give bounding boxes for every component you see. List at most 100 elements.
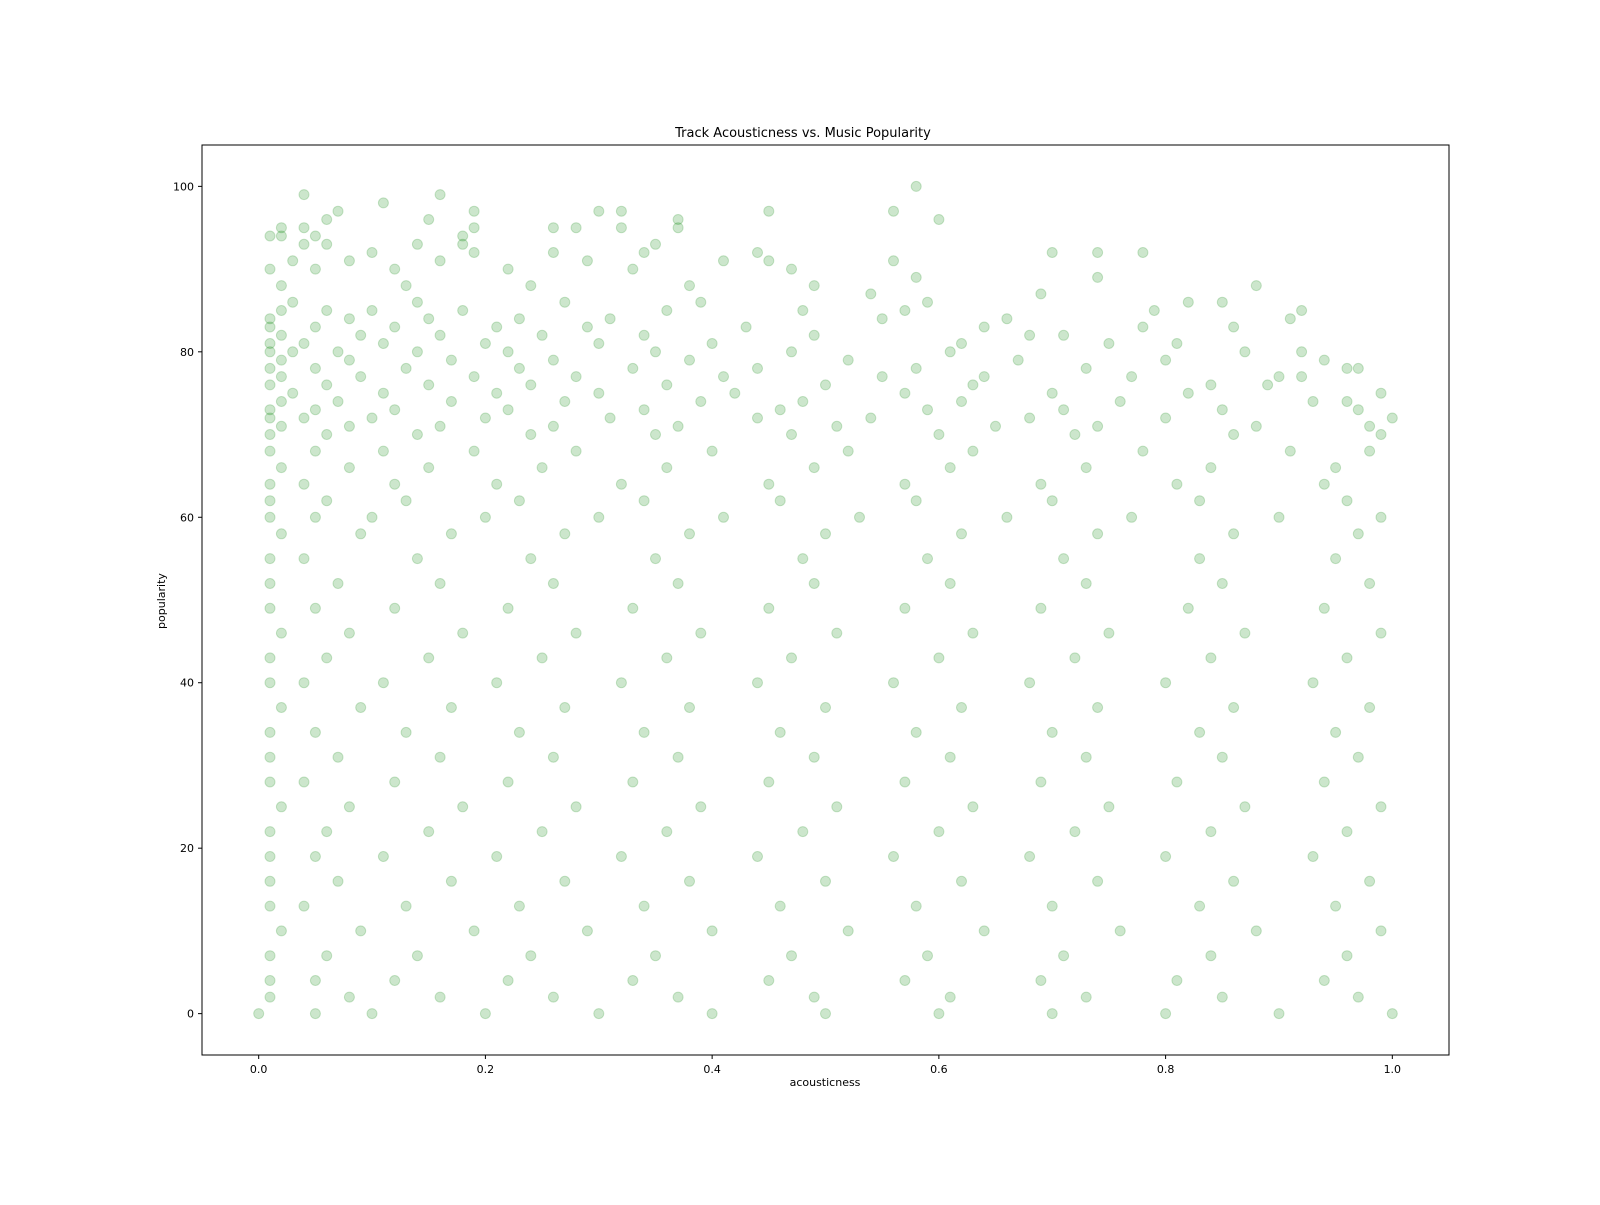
scatter-point	[1273, 371, 1285, 383]
scatter-point	[1080, 991, 1092, 1003]
scatter-point	[479, 511, 491, 523]
scatter-point	[389, 404, 401, 416]
scatter-point	[831, 801, 843, 813]
scatter-point	[570, 445, 582, 457]
scatter-point	[355, 528, 367, 540]
scatter-point	[309, 321, 321, 333]
scatter-point	[547, 222, 559, 234]
scatter-point	[355, 371, 367, 383]
scatter-point	[650, 553, 661, 565]
scatter-point	[842, 354, 854, 366]
scatter-point	[1386, 1008, 1398, 1020]
scatter-point	[1194, 553, 1206, 565]
scatter-point	[808, 991, 820, 1003]
scatter-point	[570, 371, 582, 383]
scatter-point	[275, 627, 287, 639]
scatter-point	[513, 900, 525, 912]
scatter-point	[547, 354, 559, 366]
scatter-point	[502, 776, 514, 788]
scatter-point	[1228, 702, 1240, 713]
scatter-point	[1262, 379, 1274, 391]
scatter-point	[615, 478, 627, 490]
scatter-point	[479, 338, 491, 349]
scatter-point	[423, 313, 435, 325]
scatter-point	[366, 511, 378, 523]
scatter-point	[1080, 751, 1092, 763]
scatter-point	[343, 420, 355, 432]
scatter-point	[525, 379, 537, 391]
scatter-point	[638, 900, 650, 912]
scatter-point	[411, 346, 423, 358]
scatter-point	[888, 255, 899, 267]
scatter-point	[275, 280, 287, 292]
scatter-point	[264, 313, 276, 325]
scatter-point	[808, 578, 820, 589]
scatter-point	[922, 404, 933, 416]
scatter-point	[513, 495, 525, 507]
scatter-point	[752, 362, 763, 374]
scatter-point	[706, 445, 718, 457]
scatter-point	[797, 826, 809, 838]
scatter-point	[1160, 354, 1172, 366]
scatter-point	[457, 230, 469, 242]
scatter-point	[309, 362, 321, 374]
scatter-point	[808, 280, 820, 292]
scatter-point	[820, 379, 831, 391]
scatter-point	[275, 305, 287, 316]
scatter-point	[763, 975, 775, 986]
scatter-point	[876, 371, 888, 383]
scatter-point	[1103, 801, 1115, 813]
scatter-point	[650, 429, 661, 440]
scatter-point	[434, 578, 446, 589]
scatter-point	[910, 726, 922, 738]
scatter-point	[332, 396, 344, 407]
scatter-point	[264, 511, 276, 523]
scatter-point	[910, 180, 922, 192]
scatter-point	[1205, 652, 1217, 664]
scatter-point	[1103, 338, 1115, 349]
scatter-point	[876, 313, 888, 325]
scatter-point	[264, 495, 276, 507]
scatter-point	[423, 652, 435, 664]
scatter-point	[445, 528, 457, 540]
scatter-point	[1341, 950, 1353, 962]
scatter-point	[400, 280, 412, 292]
scatter-point	[888, 205, 899, 217]
scatter-point	[1228, 875, 1240, 887]
scatter-point	[752, 851, 763, 862]
scatter-point	[309, 511, 321, 523]
scatter-point	[570, 801, 582, 813]
scatter-point	[321, 429, 333, 440]
scatter-point	[1182, 602, 1194, 614]
scatter-point	[1058, 950, 1070, 962]
scatter-point	[1250, 280, 1262, 292]
scatter-point	[865, 412, 877, 424]
scatter-point	[1058, 329, 1070, 341]
scatter-point	[1024, 677, 1036, 689]
scatter-point	[468, 247, 480, 258]
scatter-point	[275, 222, 287, 234]
scatter-point	[661, 305, 673, 316]
scatter-point	[536, 462, 548, 474]
scatter-point	[366, 1008, 378, 1020]
scatter-point	[615, 851, 627, 862]
scatter-point	[718, 371, 729, 383]
scatter-point	[298, 238, 310, 250]
scatter-point	[445, 396, 457, 407]
scatter-point	[899, 975, 911, 986]
scatter-point	[1341, 652, 1353, 664]
scatter-point	[695, 627, 707, 639]
scatter-point	[264, 379, 276, 391]
scatter-point	[1205, 462, 1217, 474]
scatter-point	[808, 329, 820, 341]
scatter-point	[264, 751, 276, 763]
scatter-point	[1103, 627, 1115, 639]
scatter-point	[1126, 371, 1138, 383]
scatter-point	[910, 271, 922, 283]
scatter-point	[411, 950, 423, 962]
scatter-point	[752, 412, 763, 424]
scatter-point	[389, 321, 401, 333]
scatter-point	[1216, 404, 1228, 416]
scatter-point	[264, 991, 276, 1003]
scatter-point	[638, 247, 650, 258]
